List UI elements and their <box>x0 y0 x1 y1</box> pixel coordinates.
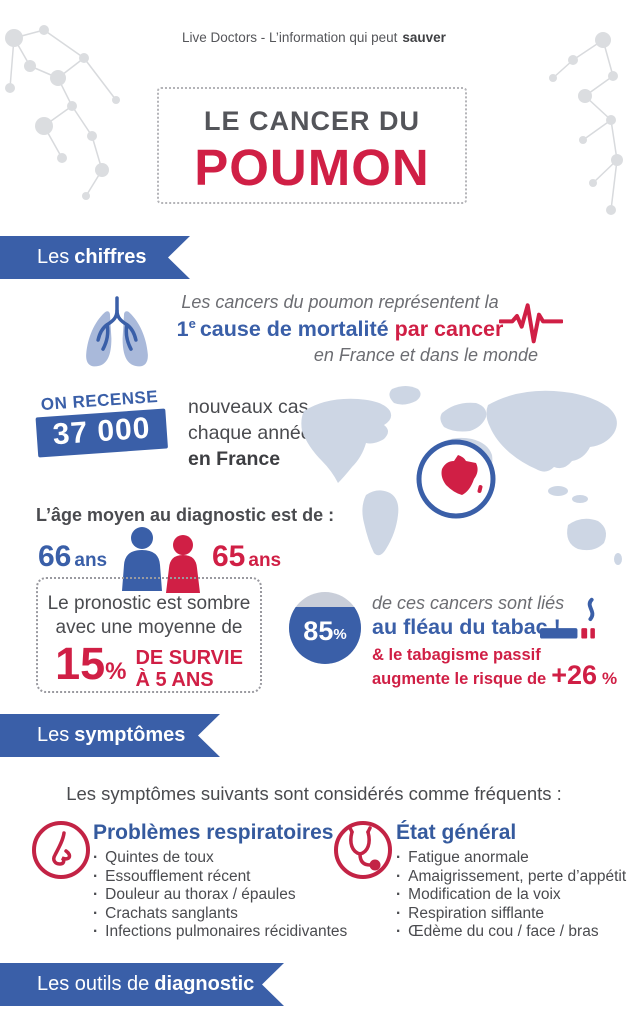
symptom-item: Respiration sifflante <box>396 905 626 924</box>
man-icon <box>122 527 162 591</box>
title-line1: LE CANCER DU <box>203 106 420 136</box>
tobacco-percent-sign: % <box>333 625 347 643</box>
mortality-outro: en France et dans le monde <box>313 345 538 366</box>
mortality-rank-sup: e <box>188 316 196 331</box>
symptom-item: Crachats sanglants <box>93 905 347 924</box>
banner-diagnostic-prefix: Les outils de <box>37 973 150 995</box>
mortality-intro: Les cancers du poumon représentent la <box>181 292 499 312</box>
symptoms-intro: Les symptômes suivants sont considérés c… <box>66 783 562 804</box>
age-female: 65 ans <box>212 540 281 574</box>
tobacco-percent-label: 85 % <box>289 592 361 670</box>
cases-line2: chaque année <box>188 422 312 444</box>
lungs-icon <box>86 296 148 367</box>
age-male-value: 66 <box>38 540 72 573</box>
molecule-decoration-left <box>5 25 120 200</box>
section-banner-diagnostic: Les outils de diagnostic <box>0 963 284 1006</box>
symptom-item: Infections pulmonaires récidivantes <box>93 923 347 942</box>
tobacco-increase-sign: % <box>602 669 618 688</box>
prognosis-box: Le pronostic est sombre avec une moyenne… <box>36 577 262 693</box>
symptom-list-general: Fatigue anormale Amaigrissement, perte d… <box>396 849 626 942</box>
symptom-item: Douleur au thorax / épaules <box>93 886 347 905</box>
survival-label1: DE SURVIE <box>135 647 243 669</box>
prognosis-line1: Le pronostic est sombre <box>47 593 251 614</box>
woman-icon <box>166 535 200 593</box>
title-line2: POUMON <box>194 139 430 196</box>
tobacco-line1: de ces cancers sont liés <box>372 593 565 613</box>
title-box: LE CANCER DU POUMON <box>157 87 467 204</box>
cigarette-icon <box>540 597 595 639</box>
cases-description: nouveaux cas chaque année en France <box>188 394 312 472</box>
symptom-item: Fatigue anormale <box>396 849 626 868</box>
symptom-item: Œdème du cou / face / bras <box>396 923 626 942</box>
survival-labels: DE SURVIE À 5 ANS <box>135 647 242 691</box>
tagline-bold: sauver <box>402 30 446 45</box>
cases-line3: en France <box>188 448 281 470</box>
nose-icon <box>32 821 90 879</box>
age-male: 66 ans <box>38 540 107 574</box>
tobacco-percent: 85 <box>303 615 334 646</box>
cases-count-badge: ON RECENSE 37 000 <box>34 387 169 458</box>
tobacco-statement: de ces cancers sont liés au fléau du tab… <box>372 593 622 689</box>
section-banner-chiffres: Les chiffres <box>0 236 190 279</box>
tagline: Live Doctors - L’information qui peut sa… <box>0 30 628 45</box>
tagline-text: Live Doctors - L’information qui peut <box>182 30 398 45</box>
symptom-item: Modification de la voix <box>396 886 626 905</box>
survival-label2: À 5 ANS <box>135 669 214 691</box>
mortality-main: 1e cause de mortalité par cancer <box>130 316 550 342</box>
banner-chiffres-prefix: Les <box>37 246 70 268</box>
symptom-list-respiratory: Quintes de toux Essoufflement récent Dou… <box>93 849 347 942</box>
tobacco-line4-text: augmente le risque de <box>372 670 547 688</box>
prognosis-figure: 15 % DE SURVIE À 5 ANS <box>38 638 260 691</box>
prognosis-line2: avec une moyenne de <box>55 617 243 638</box>
banner-diagnostic-bold: diagnostic <box>154 973 255 995</box>
mortality-blue-text: cause de mortalité <box>199 317 389 342</box>
mortality-red-text: par cancer <box>394 317 504 342</box>
world-map <box>301 386 622 565</box>
mortality-statement: Les cancers du poumon représentent la 1e… <box>130 292 550 366</box>
france-shape <box>441 455 478 495</box>
age-male-unit: ans <box>74 550 108 571</box>
age-intro: L’âge moyen au diagnostic est de : <box>36 505 335 525</box>
pie-85-icon <box>289 592 361 664</box>
tobacco-pie-chart: 85 % <box>289 592 361 664</box>
symptom-item: Amaigrissement, perte d’appétit <box>396 868 626 887</box>
symptom-group-title-respiratory: Problèmes respiratoires <box>93 821 334 844</box>
age-female-unit: ans <box>248 550 282 571</box>
survival-percent-sign: % <box>105 658 127 685</box>
banner-chiffres-bold: chiffres <box>74 246 147 268</box>
tobacco-increase: +26 <box>551 660 598 690</box>
stethoscope-icon <box>334 821 392 879</box>
symptom-item: Essoufflement récent <box>93 868 347 887</box>
symptom-item: Quintes de toux <box>93 849 347 868</box>
tobacco-line2: au fléau du tabac ! <box>372 615 561 639</box>
tobacco-line3: & le tabagisme passif <box>372 646 541 664</box>
banner-symptomes-prefix: Les <box>37 724 70 746</box>
cases-line1: nouveaux cas <box>188 396 309 418</box>
tobacco-line4: augmente le risque de +26% <box>372 660 622 690</box>
section-banner-symptomes: Les symptômes <box>0 714 220 757</box>
heartbeat-icon <box>499 303 563 344</box>
symptom-group-title-general: État général <box>396 821 517 844</box>
banner-symptomes-bold: symptômes <box>74 724 186 746</box>
survival-percent: 15 <box>55 638 106 689</box>
molecule-decoration-right <box>549 32 623 215</box>
mortality-rank: 1 <box>176 317 189 342</box>
cases-number: 37 000 <box>35 408 169 458</box>
age-female-value: 65 <box>212 540 246 573</box>
